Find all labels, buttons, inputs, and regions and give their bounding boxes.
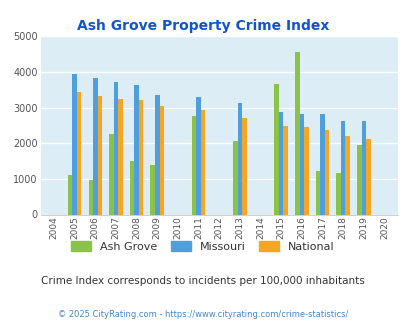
- Bar: [241, 117, 246, 214]
- Bar: [77, 92, 81, 214]
- Bar: [72, 74, 77, 214]
- Bar: [320, 114, 324, 214]
- Bar: [118, 99, 122, 214]
- Bar: [345, 136, 349, 214]
- Text: Ash Grove Property Crime Index: Ash Grove Property Crime Index: [77, 19, 328, 33]
- Bar: [109, 134, 113, 214]
- Bar: [200, 110, 205, 214]
- Bar: [139, 100, 143, 214]
- Bar: [237, 103, 241, 214]
- Bar: [315, 171, 320, 214]
- Bar: [340, 121, 345, 214]
- Bar: [155, 95, 159, 214]
- Bar: [150, 165, 155, 215]
- Text: © 2025 CityRating.com - https://www.cityrating.com/crime-statistics/: © 2025 CityRating.com - https://www.city…: [58, 310, 347, 319]
- Text: Crime Index corresponds to incidents per 100,000 inhabitants: Crime Index corresponds to incidents per…: [41, 276, 364, 286]
- Bar: [134, 85, 139, 214]
- Bar: [159, 106, 164, 214]
- Bar: [113, 82, 118, 214]
- Bar: [299, 115, 303, 214]
- Legend: Ash Grove, Missouri, National: Ash Grove, Missouri, National: [67, 237, 338, 256]
- Bar: [88, 180, 93, 214]
- Bar: [274, 84, 278, 214]
- Bar: [356, 145, 360, 214]
- Bar: [294, 52, 299, 214]
- Bar: [68, 175, 72, 214]
- Bar: [130, 161, 134, 214]
- Bar: [196, 97, 200, 214]
- Bar: [335, 173, 340, 214]
- Bar: [191, 116, 196, 214]
- Bar: [97, 96, 102, 214]
- Bar: [303, 127, 308, 214]
- Bar: [93, 78, 97, 214]
- Bar: [365, 139, 370, 214]
- Bar: [283, 126, 287, 214]
- Bar: [324, 130, 328, 214]
- Bar: [278, 112, 283, 214]
- Bar: [360, 121, 365, 214]
- Bar: [232, 141, 237, 214]
